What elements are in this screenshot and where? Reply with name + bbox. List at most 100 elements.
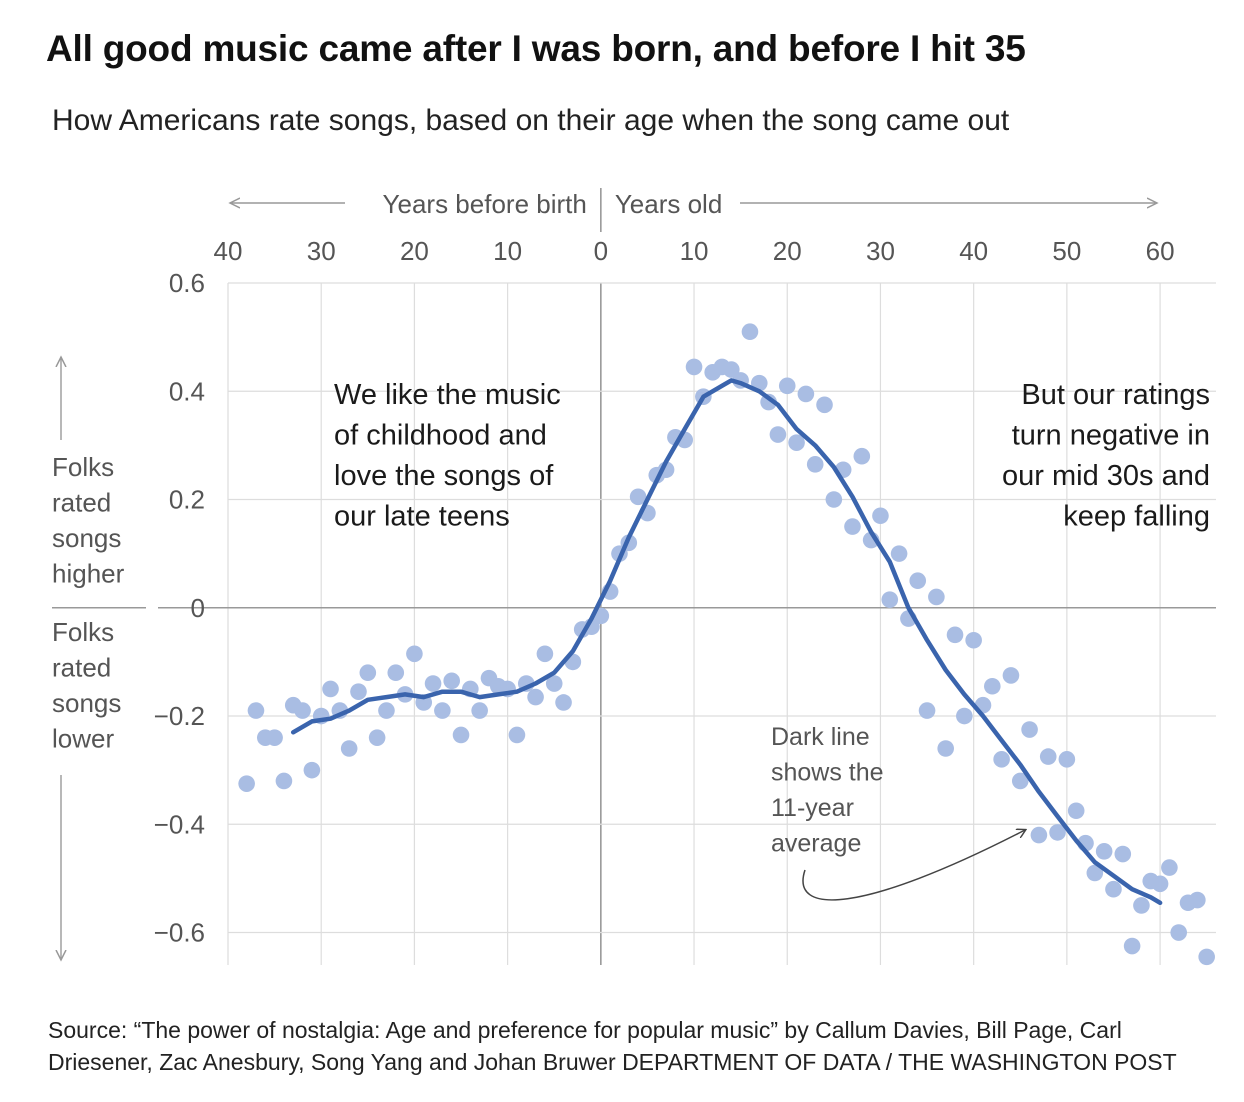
data-point [350, 683, 367, 700]
source-line-2: Driesener, Zac Anesbury, Song Yang and J… [48, 1049, 1177, 1075]
data-point [1189, 891, 1206, 909]
data-point [881, 591, 899, 608]
scatter-points [238, 323, 1215, 966]
data-point [1161, 859, 1178, 876]
y-label-down-line: songs [52, 688, 121, 718]
data-point [1011, 772, 1029, 790]
data-point [368, 729, 386, 746]
data-point [1198, 948, 1215, 966]
line-note-arrow [802, 830, 1025, 901]
data-point [247, 702, 265, 719]
data-point [322, 680, 339, 698]
data-point [1170, 924, 1188, 941]
data-point [452, 726, 470, 744]
x-tick-label: 40 [214, 236, 243, 266]
data-point [1067, 802, 1085, 820]
axes: 40 30 20 10 0 10 20 30 40 50 60 0.6 0.4 0.2 0 −0.2 −0.4 −… [52, 188, 1175, 960]
line-note-line: average [771, 830, 861, 858]
data-point [984, 677, 1001, 695]
data-point [1086, 864, 1104, 882]
y-label-up-line: Folks [52, 452, 114, 482]
data-point [545, 675, 563, 692]
data-point [1133, 897, 1150, 914]
data-point [1114, 845, 1132, 863]
annotation-left-line: We like the music [334, 379, 561, 411]
x-tick-label: 60 [1146, 236, 1175, 266]
data-point [508, 726, 526, 744]
data-point [778, 377, 796, 395]
y-tick-label: −0.2 [154, 701, 205, 731]
annotation-right-line: keep falling [1063, 501, 1210, 533]
data-point [965, 631, 982, 649]
x-tick-label: 20 [773, 236, 802, 266]
data-point [340, 740, 358, 757]
data-point [359, 664, 377, 682]
average-line [290, 378, 1163, 906]
data-point [816, 396, 833, 414]
data-point [555, 694, 572, 711]
y-label-up-line: songs [52, 523, 121, 553]
annotation-right-line: our mid 30s and [1002, 460, 1210, 492]
data-point [536, 645, 554, 663]
data-point [406, 645, 423, 663]
annotation-left-line: love the songs of [334, 460, 554, 492]
data-point [1030, 826, 1048, 844]
y-tick-label: −0.6 [154, 918, 205, 948]
data-point [825, 491, 843, 508]
data-point [1123, 937, 1141, 955]
chart-area: 40 30 20 10 0 10 20 30 40 50 60 0.6 0.4 0.2 0 −0.2 −0.4 −… [52, 188, 1216, 966]
y-label-up-line: rated [52, 488, 111, 518]
data-point [946, 626, 964, 644]
grid [52, 282, 1216, 965]
chart-subtitle: How Americans rate songs, based on their… [52, 104, 1010, 137]
data-point [1105, 880, 1122, 898]
source-line-1: Source: “The power of nostalgia: Age and… [48, 1017, 1122, 1043]
annotation-left-line: our late teens [334, 501, 510, 533]
data-point [303, 761, 321, 779]
annotation-right-line: turn negative in [1012, 420, 1210, 452]
data-point [723, 361, 740, 378]
data-point [387, 664, 405, 682]
data-point [266, 729, 283, 746]
x-header-right: Years old [615, 189, 722, 219]
data-point [928, 588, 945, 606]
data-point [890, 545, 908, 562]
data-point [806, 456, 824, 473]
data-point [424, 675, 442, 692]
line-note-line: 11-year [771, 794, 854, 822]
data-point [1002, 667, 1020, 684]
x-tick-label: 10 [493, 236, 522, 266]
data-point [769, 426, 787, 443]
data-point [1049, 824, 1066, 841]
data-point [918, 702, 936, 719]
y-label-down-line: Folks [52, 617, 114, 647]
data-point [527, 688, 544, 706]
line-note-line: Dark line [771, 723, 870, 751]
x-tick-label: 30 [866, 236, 895, 266]
y-tick-label: 0.4 [169, 376, 205, 406]
x-tick-label: 20 [400, 236, 429, 266]
data-point [629, 488, 647, 506]
y-tick-label: −0.4 [154, 809, 205, 839]
annotation-left-line: of childhood and [334, 420, 547, 452]
average-line-path [290, 378, 1163, 906]
y-label-down-line: lower [52, 724, 114, 754]
data-point [1021, 721, 1038, 738]
line-note-line: shows the [771, 759, 884, 787]
x-tick-label: 30 [307, 236, 336, 266]
source-note: Source: “The power of nostalgia: Age and… [48, 1014, 1228, 1078]
data-point [378, 702, 395, 719]
data-point [275, 772, 293, 790]
y-label-down-line: rated [52, 653, 111, 683]
chart-title: All good music came after I was born, an… [46, 28, 1026, 69]
data-point [434, 702, 451, 719]
x-tick-label: 0 [594, 236, 608, 266]
data-point [1151, 875, 1169, 893]
data-point [238, 775, 255, 792]
data-point [760, 393, 777, 411]
x-tick-label: 40 [959, 236, 988, 266]
x-header-left: Years before birth [383, 189, 587, 219]
data-point [872, 507, 889, 525]
data-point [1058, 751, 1076, 768]
data-point [937, 740, 954, 757]
